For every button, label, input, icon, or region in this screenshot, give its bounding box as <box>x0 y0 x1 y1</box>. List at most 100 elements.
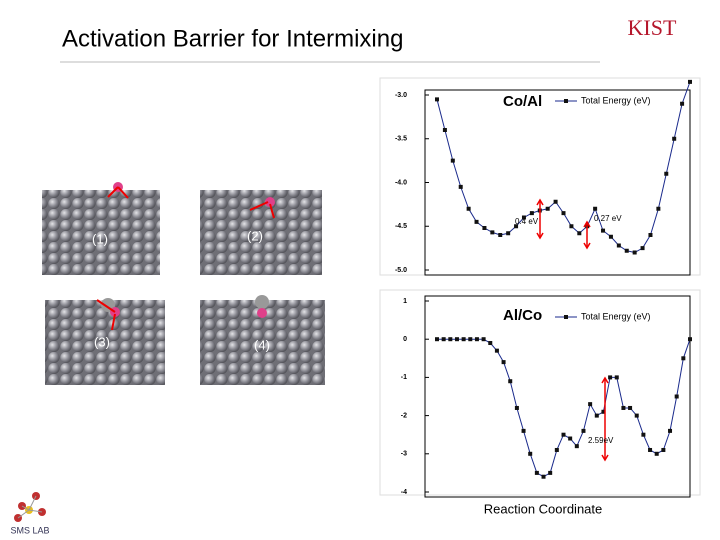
point <box>608 234 613 239</box>
point <box>490 230 495 235</box>
logo: KIST <box>628 15 677 40</box>
annotation: 2.59eV <box>588 436 614 445</box>
panel-label: (2) <box>247 228 263 243</box>
point <box>494 348 499 353</box>
point <box>474 337 479 342</box>
point <box>594 413 599 418</box>
point <box>688 79 692 84</box>
point <box>568 436 573 441</box>
point <box>656 206 661 211</box>
point <box>664 171 669 176</box>
point <box>561 211 566 216</box>
chart-title: Al/Co <box>503 307 542 324</box>
point <box>548 470 553 475</box>
y-tick-label: -5.0 <box>395 267 407 274</box>
point <box>632 250 637 255</box>
point <box>648 447 653 452</box>
point <box>501 360 506 365</box>
point <box>450 158 455 163</box>
y-tick-label: -4.5 <box>395 223 407 230</box>
arrow-head <box>601 376 609 462</box>
slab <box>45 300 165 385</box>
point <box>680 101 685 106</box>
point <box>661 447 666 452</box>
point <box>508 379 513 384</box>
adatoms <box>96 182 275 331</box>
point <box>481 337 486 342</box>
point <box>654 451 659 456</box>
point <box>521 428 526 433</box>
point <box>529 211 534 216</box>
chart-title: Co/Al <box>503 93 542 110</box>
point <box>514 405 519 410</box>
point <box>624 248 629 253</box>
y-tick-label: -2 <box>401 412 407 419</box>
point <box>474 219 479 224</box>
y-tick-label: 0 <box>403 336 407 343</box>
point <box>608 375 613 380</box>
y-tick-label: -3.5 <box>395 136 407 143</box>
point <box>454 337 459 342</box>
point <box>640 246 645 251</box>
arrow-head <box>536 198 544 240</box>
point <box>593 206 598 211</box>
point <box>674 394 679 399</box>
point <box>569 224 574 229</box>
x-axis-label: Reaction Coordinate <box>484 501 603 516</box>
legend-marker <box>564 99 568 103</box>
point <box>435 97 439 102</box>
point <box>528 451 533 456</box>
arrow-head <box>583 220 591 250</box>
point <box>461 337 466 342</box>
point <box>681 356 686 361</box>
point <box>634 413 639 418</box>
point <box>641 432 646 437</box>
legend-label: Total Energy (eV) <box>581 95 651 105</box>
point <box>498 233 503 237</box>
point <box>574 444 579 449</box>
point <box>588 402 593 407</box>
point <box>554 447 559 452</box>
point <box>601 228 606 233</box>
point <box>581 428 586 433</box>
legend-marker <box>564 315 568 319</box>
y-tick-label: -4.0 <box>395 179 407 186</box>
point <box>534 470 539 475</box>
point <box>482 226 487 230</box>
legend-label: Total Energy (eV) <box>581 311 651 321</box>
point <box>441 337 446 342</box>
point <box>545 206 550 211</box>
point <box>672 136 677 141</box>
point <box>628 405 633 410</box>
point <box>541 474 546 479</box>
point <box>577 231 582 236</box>
chart-frame <box>379 289 701 496</box>
point <box>616 243 621 248</box>
point <box>442 128 447 132</box>
plot-area <box>424 295 691 498</box>
lab-logo <box>14 492 46 522</box>
point <box>668 428 673 433</box>
point <box>521 215 526 220</box>
point <box>561 432 566 437</box>
point <box>506 231 511 236</box>
point <box>648 233 653 237</box>
point <box>435 337 439 342</box>
y-tick-label: -4 <box>401 489 407 496</box>
point <box>688 337 692 342</box>
point <box>458 184 463 189</box>
y-tick-label: -3 <box>401 451 407 458</box>
point <box>553 199 558 204</box>
annotation: 0.27 eV <box>594 214 622 223</box>
panel-label: (1) <box>92 231 108 246</box>
point <box>614 375 619 380</box>
panel-label: (4) <box>254 337 270 352</box>
point <box>601 409 606 414</box>
y-tick-label: 1 <box>403 298 407 305</box>
annotation: 0.4 eV <box>515 217 539 226</box>
lab-name: SMS LAB <box>10 525 49 535</box>
y-tick-label: -3.0 <box>395 92 407 99</box>
point <box>514 224 519 229</box>
